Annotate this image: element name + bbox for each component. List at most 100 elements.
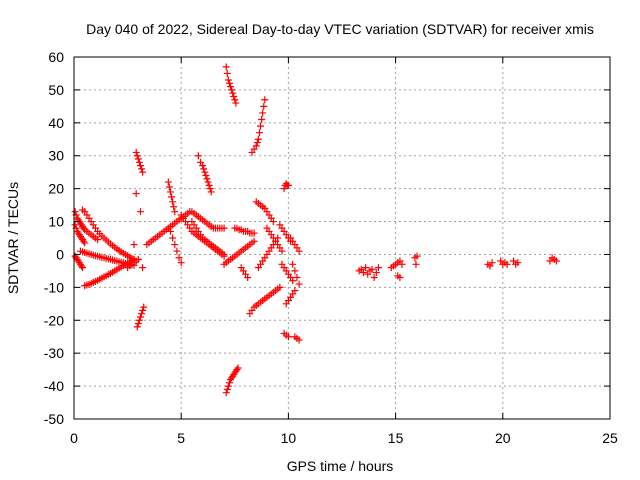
y-tick-label: 0 — [56, 246, 64, 262]
grid-lines — [74, 57, 610, 419]
data-point — [252, 142, 260, 150]
data-point — [255, 129, 263, 137]
series-arc-d2 — [222, 63, 240, 107]
y-tick-label: 10 — [48, 214, 64, 230]
data-point — [171, 208, 179, 216]
data-point — [201, 168, 209, 176]
y-tick-label: -30 — [44, 345, 64, 361]
data-point — [233, 366, 241, 374]
series-arc-a2 — [71, 221, 89, 247]
data-point — [514, 259, 522, 267]
data-point — [284, 333, 292, 341]
data-point — [139, 306, 147, 314]
data-point — [164, 178, 172, 186]
data-point — [295, 247, 303, 255]
data-point — [261, 96, 269, 104]
data-point — [132, 148, 140, 156]
data-point — [295, 280, 303, 288]
data-point — [293, 273, 301, 281]
data-point — [295, 336, 303, 344]
plot-frame — [73, 56, 611, 420]
data-point — [503, 260, 511, 268]
data-point — [79, 264, 87, 272]
data-point — [368, 265, 376, 273]
data-point — [220, 224, 228, 232]
data-point — [134, 320, 142, 328]
data-point — [135, 316, 143, 324]
series-arc-c5 — [194, 152, 215, 196]
series-arc-f6 — [287, 234, 303, 255]
data-point — [225, 379, 233, 387]
data-point — [225, 79, 233, 87]
data-point — [134, 155, 142, 163]
data-point — [207, 188, 215, 196]
data-point — [413, 252, 421, 260]
data-point — [170, 203, 178, 211]
data-point — [412, 260, 420, 268]
series-arc-d5 — [237, 264, 252, 281]
series-arc-f7 — [289, 260, 303, 288]
data-point — [220, 250, 228, 258]
data-point — [139, 264, 147, 272]
series-arc-f3 — [278, 260, 297, 285]
data-point — [398, 260, 406, 268]
data-point — [166, 227, 174, 235]
series-arc-e5 — [263, 224, 286, 255]
data-point — [78, 262, 86, 270]
chart-title: Day 040 of 2022, Sidereal Day-to-day VTE… — [86, 21, 594, 37]
data-point — [228, 86, 236, 94]
series-arc-g2 — [387, 257, 406, 272]
data-marks — [71, 63, 560, 397]
data-point — [257, 122, 265, 130]
series-arc-b3 — [130, 190, 147, 272]
data-point — [258, 116, 266, 124]
data-point — [488, 259, 496, 267]
x-tick-label: 20 — [495, 430, 511, 446]
data-point — [250, 229, 258, 237]
series-arc-c1 — [143, 208, 228, 249]
series-arc-c2 — [164, 178, 179, 216]
series-arc-g3 — [394, 272, 404, 281]
x-tick-label: 10 — [281, 430, 297, 446]
data-point — [132, 190, 140, 198]
x-axis-label: GPS time / hours — [287, 458, 394, 474]
data-point — [202, 171, 210, 179]
series-arc-a6 — [79, 206, 138, 263]
series-arc-a1 — [71, 208, 102, 244]
data-point — [276, 283, 284, 291]
data-point — [135, 158, 143, 166]
series-arc-h3 — [510, 257, 522, 268]
series-arc-e4 — [254, 234, 282, 272]
data-point — [200, 165, 208, 173]
series-arc-g1 — [355, 264, 382, 281]
data-point — [205, 181, 213, 189]
data-point — [204, 178, 212, 186]
data-point — [372, 269, 380, 277]
data-point — [165, 183, 173, 191]
data-point — [260, 102, 268, 110]
data-point — [232, 99, 240, 107]
axis-ticks — [73, 56, 611, 420]
y-tick-label: -10 — [44, 279, 64, 295]
data-point — [222, 389, 230, 397]
series-arc-f5 — [282, 287, 299, 308]
data-point — [80, 237, 88, 245]
data-point — [223, 69, 231, 77]
data-point — [289, 277, 297, 285]
data-point — [370, 273, 378, 281]
data-point — [140, 303, 148, 311]
series-arc-a7 — [124, 255, 142, 272]
y-tick-label: -40 — [44, 378, 64, 394]
data-point — [175, 254, 183, 262]
data-point — [291, 287, 299, 295]
series-arc-a4 — [81, 255, 138, 290]
data-point — [166, 188, 174, 196]
data-point — [230, 92, 238, 100]
x-tick-label: 0 — [70, 430, 78, 446]
y-axis-label: SDTVAR / TECUs — [5, 182, 21, 294]
data-point — [259, 109, 267, 117]
data-point — [169, 198, 177, 206]
y-tick-label: 30 — [48, 148, 64, 164]
data-point — [133, 323, 141, 331]
